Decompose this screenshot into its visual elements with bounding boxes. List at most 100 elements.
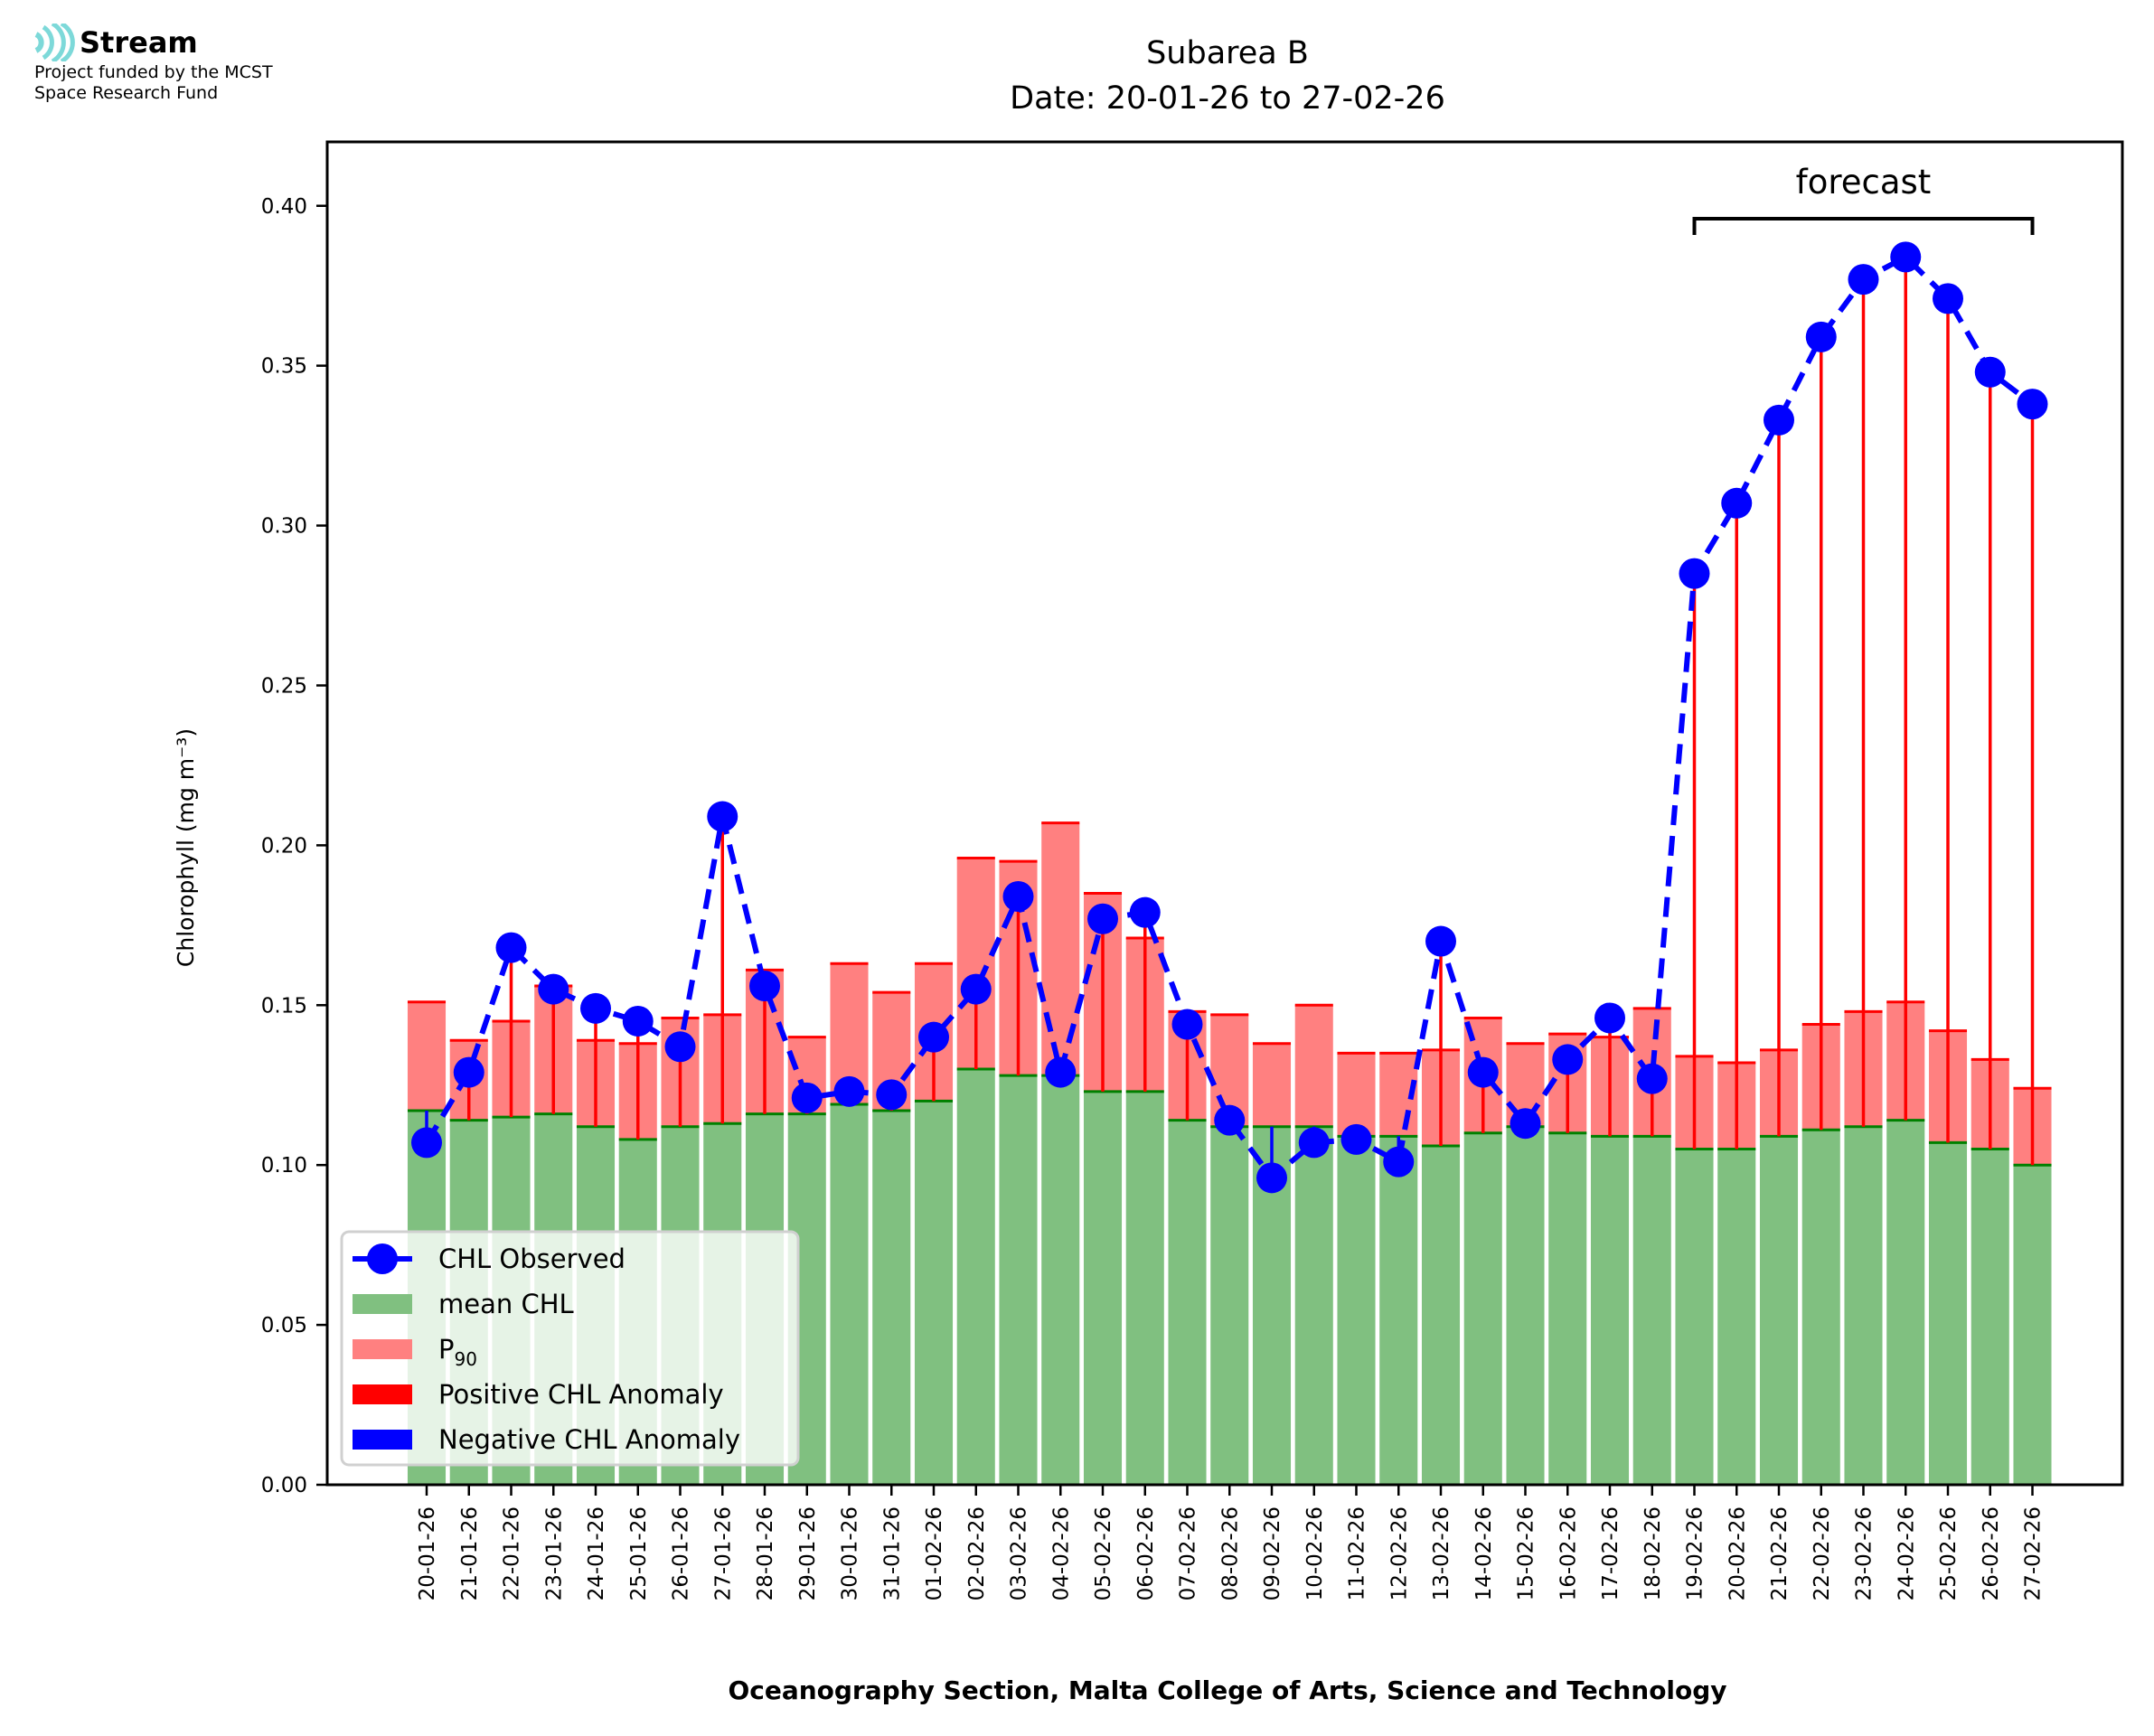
observed-point xyxy=(1340,1123,1372,1155)
x-tick-label: 28-01-26 xyxy=(754,1506,777,1600)
mean-bar xyxy=(1886,1120,1925,1485)
observed-point xyxy=(1298,1127,1330,1159)
y-tick-label: 0.40 xyxy=(261,195,307,219)
x-tick-label: 27-01-26 xyxy=(711,1506,735,1600)
x-tick-label: 13-02-26 xyxy=(1430,1506,1453,1600)
x-tick-label: 20-02-26 xyxy=(1726,1506,1749,1600)
mean-bar xyxy=(1379,1136,1418,1485)
observed-point xyxy=(1721,487,1753,519)
funding-line-2: Space Research Fund xyxy=(34,83,219,103)
x-tick-label: 19-02-26 xyxy=(1684,1506,1707,1600)
mean-bar xyxy=(872,1111,911,1485)
legend-label: mean CHL xyxy=(438,1289,574,1319)
mean-bar xyxy=(956,1069,995,1485)
x-axis-label: Oceanography Section, Malta College of A… xyxy=(728,1675,1726,1705)
mean-bar xyxy=(1548,1132,1587,1485)
legend-label: CHL Observed xyxy=(438,1243,626,1274)
observed-point xyxy=(918,1021,949,1053)
observed-point xyxy=(2017,389,2048,420)
observed-point xyxy=(1805,321,1837,352)
x-tick-label: 21-01-26 xyxy=(458,1506,482,1600)
observed-point xyxy=(707,801,738,832)
mean-bar xyxy=(1210,1126,1249,1485)
mean-bar xyxy=(1337,1136,1376,1485)
x-tick-label: 16-02-26 xyxy=(1557,1506,1580,1600)
legend-box xyxy=(340,1230,800,1467)
observed-point xyxy=(1890,241,1922,273)
observed-point xyxy=(1467,1056,1499,1088)
mean-bar xyxy=(1971,1149,2009,1485)
mean-bar xyxy=(1168,1120,1207,1485)
y-axis-label: Chlorophyll (mg m⁻³) xyxy=(173,728,199,967)
mean-bar xyxy=(1928,1142,1968,1485)
observed-point xyxy=(1002,880,1034,912)
x-tick-label: 04-02-26 xyxy=(1049,1506,1073,1600)
y-tick-label: 0.15 xyxy=(261,994,307,1018)
x-tick-label: 06-02-26 xyxy=(1134,1506,1158,1600)
mean-bar xyxy=(1844,1126,1883,1485)
p90-bar xyxy=(1294,1005,1333,1127)
x-tick-label: 24-01-26 xyxy=(585,1506,608,1600)
y-tick-label: 0.30 xyxy=(261,515,307,539)
mean-bar xyxy=(1294,1126,1333,1485)
observed-point xyxy=(411,1127,442,1159)
p90-bar xyxy=(1041,822,1080,1076)
observed-point xyxy=(1171,1009,1203,1040)
observed-point xyxy=(664,1031,696,1063)
legend-marker-icon xyxy=(367,1243,398,1274)
observed-point xyxy=(1552,1044,1584,1075)
observed-point xyxy=(1636,1063,1668,1094)
y-tick-label: 0.25 xyxy=(261,674,307,698)
x-tick-label: 22-02-26 xyxy=(1811,1506,1834,1600)
y-tick-label: 0.10 xyxy=(261,1154,307,1178)
mean-bar xyxy=(1421,1145,1461,1485)
x-tick-label: 10-02-26 xyxy=(1303,1506,1327,1600)
observed-point xyxy=(833,1075,865,1107)
y-tick-label: 0.20 xyxy=(261,834,307,858)
legend-patch-icon xyxy=(353,1294,412,1314)
legend-patch-icon xyxy=(353,1384,412,1404)
mean-bar xyxy=(1506,1126,1545,1485)
x-tick-label: 26-02-26 xyxy=(1980,1506,2003,1600)
x-tick-label: 30-01-26 xyxy=(839,1506,862,1600)
x-tick-label: 05-02-26 xyxy=(1092,1506,1115,1600)
axes-frame xyxy=(325,140,2124,1487)
x-tick-label: 21-02-26 xyxy=(1768,1506,1792,1600)
forecast-label: forecast xyxy=(1796,163,1932,202)
y-tick-label: 0.00 xyxy=(261,1474,307,1497)
observed-point xyxy=(580,992,611,1024)
x-tick-label: 23-01-26 xyxy=(542,1506,566,1600)
x-tick-label: 18-02-26 xyxy=(1641,1506,1665,1600)
x-tick-label: 02-02-26 xyxy=(965,1506,989,1600)
x-tick-label: 25-01-26 xyxy=(627,1506,651,1600)
observed-point xyxy=(1129,896,1161,928)
mean-bar xyxy=(1463,1132,1502,1485)
observed-point xyxy=(1214,1104,1246,1136)
x-tick-label: 29-01-26 xyxy=(796,1506,820,1600)
mean-bar xyxy=(1125,1091,1164,1485)
x-tick-label: 03-02-26 xyxy=(1008,1506,1031,1600)
x-tick-label: 26-01-26 xyxy=(670,1506,693,1600)
mean-bar xyxy=(914,1101,954,1485)
legend-label: Positive CHL Anomaly xyxy=(438,1379,724,1410)
observed-point xyxy=(1045,1056,1077,1088)
observed-point xyxy=(622,1005,654,1037)
mean-bar xyxy=(1675,1149,1714,1485)
legend-label: Negative CHL Anomaly xyxy=(438,1424,740,1455)
x-tick-label: 08-02-26 xyxy=(1218,1506,1242,1600)
observed-point xyxy=(1510,1108,1541,1140)
x-tick-label: 12-02-26 xyxy=(1387,1506,1411,1600)
observed-point xyxy=(960,973,992,1005)
stream-waves-icon xyxy=(34,23,75,61)
y-tick-label: 0.35 xyxy=(261,355,307,379)
mean-bar xyxy=(999,1075,1038,1485)
x-tick-label: 01-02-26 xyxy=(923,1506,946,1600)
mean-bar xyxy=(1717,1149,1756,1485)
p90-bar xyxy=(1337,1053,1376,1137)
mean-bar xyxy=(1590,1136,1630,1485)
funding-line-1: Project funded by the MCST xyxy=(34,62,273,82)
x-tick-label: 23-02-26 xyxy=(1853,1506,1877,1600)
x-tick-label: 14-02-26 xyxy=(1472,1506,1496,1600)
x-tick-label: 07-02-26 xyxy=(1177,1506,1200,1600)
